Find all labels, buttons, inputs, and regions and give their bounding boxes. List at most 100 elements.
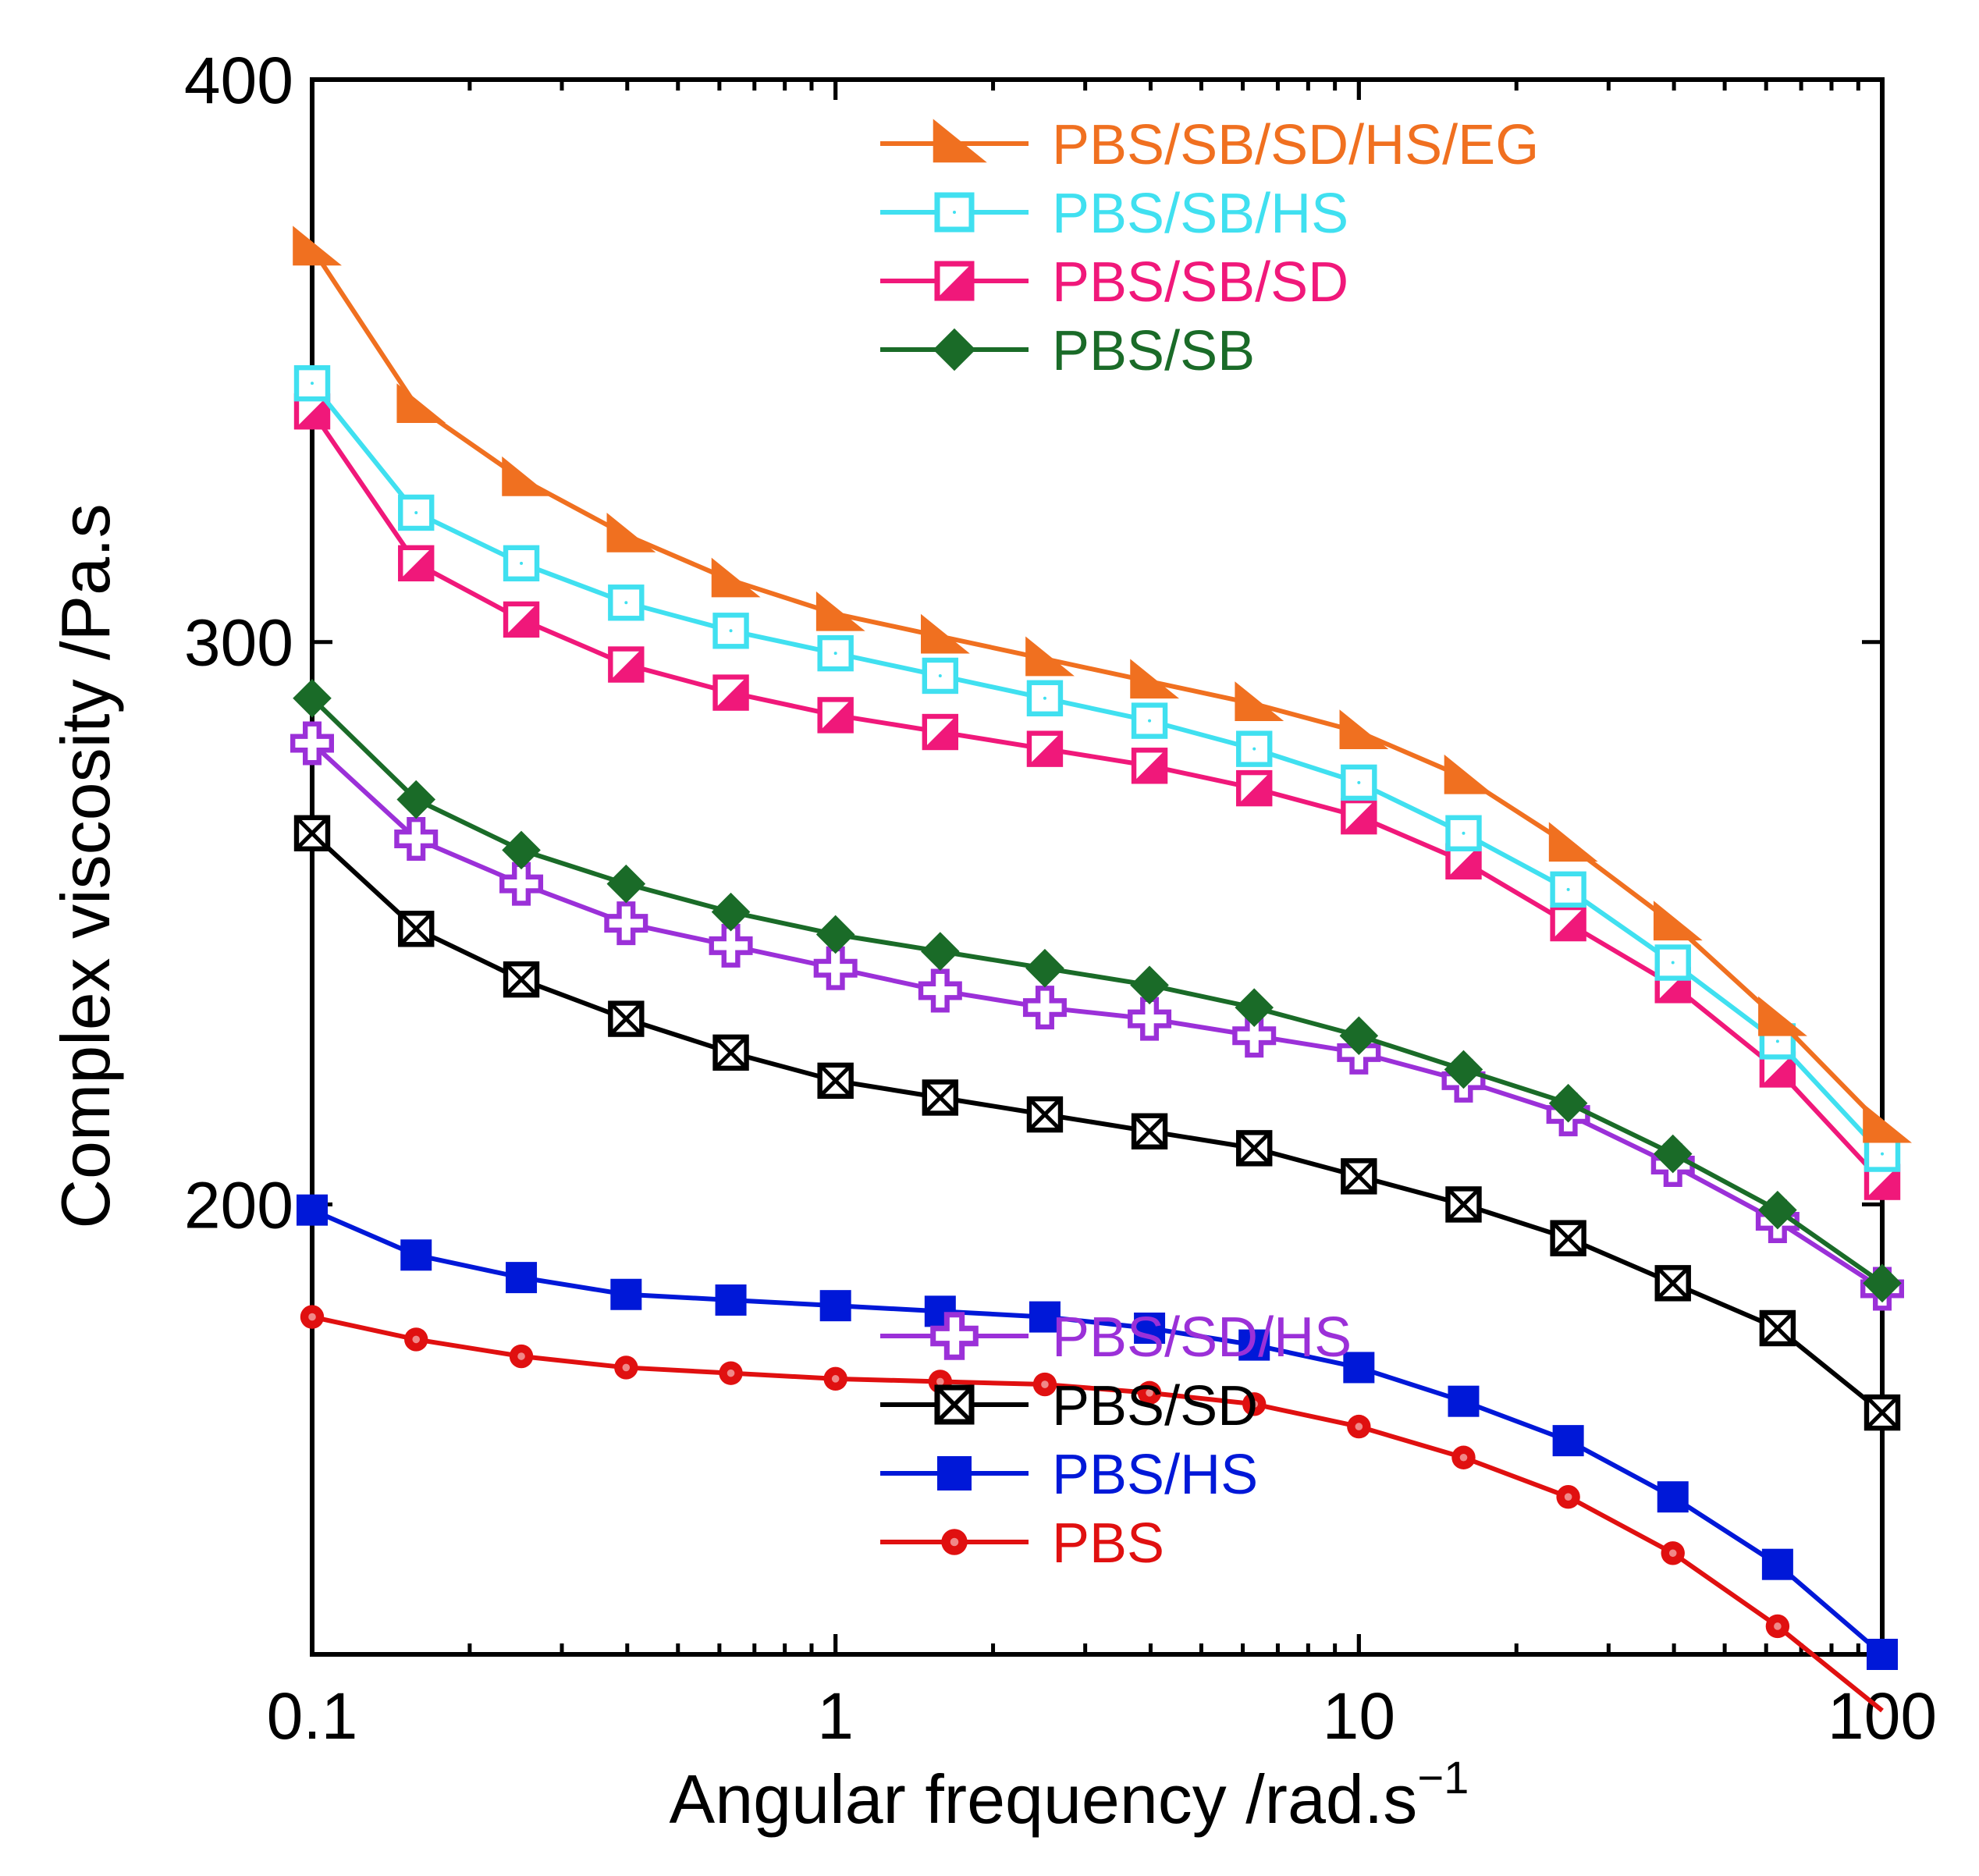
series-line (310, 410, 1885, 1184)
marker-filled-square (937, 1456, 972, 1490)
data-point (1341, 764, 1377, 801)
data-point (608, 1000, 645, 1037)
series-line (310, 741, 1884, 1292)
data-point (1026, 1096, 1064, 1133)
series-line (310, 696, 1884, 1285)
marker-triangle (933, 119, 987, 163)
data-point (922, 657, 959, 695)
data-point (922, 1079, 959, 1116)
legend-entry-pbs-sd-hs: PBS/SD/HS (880, 1306, 1352, 1369)
x-tick-label: 100 (1828, 1679, 1937, 1753)
data-point (1552, 1425, 1584, 1457)
data-point (1242, 1392, 1267, 1416)
marker-open-square (934, 192, 975, 233)
legend-label: PBS/SB/HS (1052, 183, 1348, 245)
data-point (1761, 1548, 1793, 1580)
data-point (823, 1366, 847, 1391)
data-point (712, 674, 749, 711)
data-point (1765, 1614, 1790, 1639)
x-axis-title: Angular frequency /rad.s−1 (670, 1753, 1469, 1838)
data-point (1444, 754, 1494, 794)
data-point (290, 721, 334, 766)
data-point (1758, 996, 1807, 1036)
data-point (398, 911, 435, 947)
data-point (300, 1305, 325, 1329)
data-point (1128, 997, 1172, 1041)
data-point (509, 1344, 534, 1369)
axis-ticks (310, 77, 1885, 1654)
data-point (606, 512, 656, 552)
data-point (1137, 1380, 1162, 1405)
data-point (1550, 904, 1586, 942)
series-line (310, 382, 1885, 1156)
x-tick-label: 0.1 (267, 1679, 358, 1753)
data-point (1236, 1130, 1273, 1167)
data-point (610, 1278, 642, 1310)
data-point (1343, 1352, 1375, 1384)
series-line (310, 247, 1885, 1128)
data-point (709, 923, 753, 968)
data-point (1653, 901, 1703, 941)
series-pbs-sd-hs (290, 721, 1905, 1311)
data-point (1445, 1186, 1482, 1223)
data-point (394, 816, 439, 861)
data-point (1444, 1050, 1483, 1089)
data-point (1864, 1135, 1901, 1172)
y-axis-title: Complex viscosity /Pa.s (47, 503, 124, 1228)
data-point (396, 383, 446, 424)
legend-entry-pbs-sb-hs: PBS/SB/HS (880, 183, 1348, 245)
data-point (1130, 659, 1180, 699)
marker-crossed-square (934, 1384, 975, 1425)
y-tick-label: 300 (184, 606, 293, 680)
data-point (819, 1290, 851, 1322)
data-point (1550, 1220, 1586, 1256)
data-point (1232, 1014, 1277, 1058)
x-axis-title-superscript: −1 (1417, 1753, 1469, 1803)
data-point (503, 545, 540, 582)
legend-label: PBS/SD (1052, 1375, 1258, 1437)
data-point (1026, 730, 1064, 767)
data-point (398, 545, 435, 582)
legend-entry-pbs-hs: PBS/HS (880, 1444, 1258, 1506)
data-point (712, 613, 749, 649)
data-point (711, 892, 751, 932)
data-point (1131, 748, 1168, 784)
data-point (1445, 815, 1482, 851)
data-point (918, 968, 962, 1013)
data-point (293, 364, 331, 402)
data-point (398, 494, 435, 531)
data-point (813, 946, 858, 990)
data-point (711, 557, 761, 598)
legend-label: PBS (1052, 1512, 1164, 1575)
data-point (1134, 1312, 1166, 1344)
data-point (1653, 1134, 1693, 1174)
marker-diamond (933, 328, 976, 371)
data-point (404, 1327, 428, 1352)
marker-open-cross (930, 1312, 979, 1360)
data-point (503, 601, 540, 638)
series-line (311, 1207, 1884, 1657)
data-point (608, 584, 645, 621)
legend-entry-pbs-sd: PBS/SD (880, 1375, 1258, 1437)
data-point (1864, 1394, 1901, 1431)
axis-tick-labels: 0.1 1 10 100 200 300 400 (184, 44, 1937, 1753)
data-point (1025, 948, 1064, 988)
marker-circle (941, 1529, 968, 1555)
series-line (311, 1314, 1884, 1713)
data-point (1654, 1265, 1691, 1302)
data-point (817, 1062, 854, 1100)
data-point (1236, 730, 1273, 767)
data-point (1451, 1445, 1476, 1469)
plot-frame (310, 77, 1885, 1657)
data-point (400, 1239, 432, 1271)
data-point (1550, 871, 1586, 908)
legend-entry-pbs-sb-sd-hs-eg: PBS/SB/SD/HS/EG (880, 114, 1539, 176)
series-pbs-sb-sd-hs-eg (293, 226, 1912, 1143)
data-point (614, 1355, 638, 1380)
data-point (293, 226, 342, 266)
data-point (1863, 1103, 1912, 1143)
y-tick-label: 200 (184, 1168, 293, 1242)
marker-half-square (934, 261, 975, 301)
data-point (817, 697, 854, 734)
